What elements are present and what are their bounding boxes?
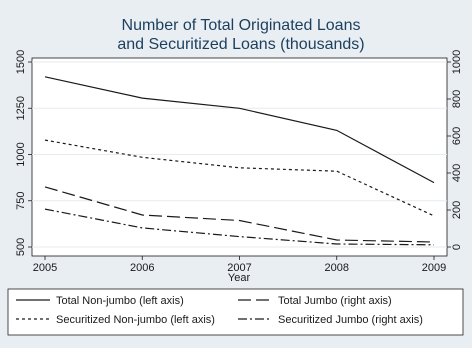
grid-lines — [32, 61, 447, 248]
axes: 500 750 1000 1250 1500 0 200 400 600 800 1000 2005 2… — [15, 50, 463, 274]
x-tick-label: 2006 — [130, 262, 154, 274]
left-tick-label: 750 — [15, 192, 27, 210]
legend-box — [7, 288, 464, 336]
right-tick-label: 0 — [451, 244, 463, 250]
series-line-2 — [44, 186, 435, 243]
left-tick-label: 1250 — [15, 96, 27, 120]
legend-label-1: Total Non-jumbo (left axis) — [56, 295, 184, 307]
chart-title-line-1: Number of Total Originated Loans — [122, 17, 361, 34]
left-tick-label: 500 — [15, 238, 27, 256]
x-tick-label: 2005 — [33, 262, 57, 274]
left-tick-label: 1500 — [15, 50, 27, 74]
series-line-1 — [44, 76, 435, 184]
x-axis-label: Year — [228, 272, 251, 284]
chart-title-line-2: and Securitized Loans (thousands) — [117, 36, 364, 53]
plot-area — [31, 57, 448, 257]
legend-label-4: Securitized Jumbo (right axis) — [278, 314, 423, 326]
right-tick-label: 1000 — [451, 50, 463, 74]
right-tick-label: 600 — [451, 127, 463, 145]
x-tick-label: 2008 — [325, 262, 349, 274]
x-tick-label: 2009 — [422, 262, 446, 274]
right-tick-label: 200 — [451, 201, 463, 219]
right-tick-label: 400 — [451, 164, 463, 182]
x-tick-label: 2007 — [227, 262, 251, 274]
legend-label-2: Total Jumbo (right axis) — [278, 295, 392, 307]
left-tick-label: 1000 — [15, 142, 27, 166]
series-line-4 — [44, 208, 435, 246]
series-lines — [44, 76, 435, 246]
right-tick-label: 800 — [451, 90, 463, 108]
legend: Total Non-jumbo (left axis) Total Jumbo (… — [16, 295, 423, 326]
legend-label-3: Securitized Non-jumbo (left axis) — [56, 314, 215, 326]
